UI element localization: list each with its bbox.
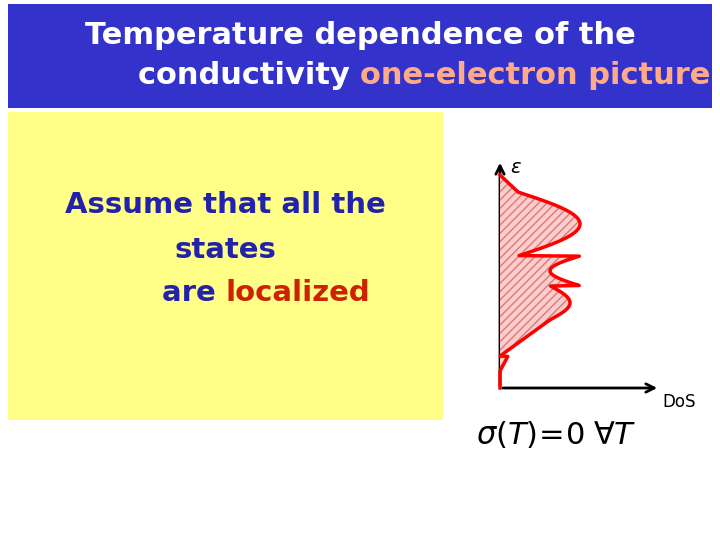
Text: Assume that all the: Assume that all the [65, 191, 386, 219]
Text: Temperature dependence of the: Temperature dependence of the [85, 21, 635, 50]
Text: states: states [174, 236, 276, 264]
Text: $\forall T$: $\forall T$ [593, 420, 636, 450]
Text: DoS: DoS [662, 393, 696, 411]
Text: $\epsilon$: $\epsilon$ [510, 158, 522, 177]
Text: $\sigma(T)\!=\!0$: $\sigma(T)\!=\!0$ [476, 420, 585, 450]
Bar [8, 4, 712, 108]
Text: conductivity: conductivity [138, 62, 360, 91]
Text: one-electron picture: one-electron picture [360, 62, 711, 91]
Bar [8, 112, 443, 420]
Polygon shape [500, 175, 580, 388]
Text: are: are [161, 279, 225, 307]
Text: localized: localized [225, 279, 370, 307]
